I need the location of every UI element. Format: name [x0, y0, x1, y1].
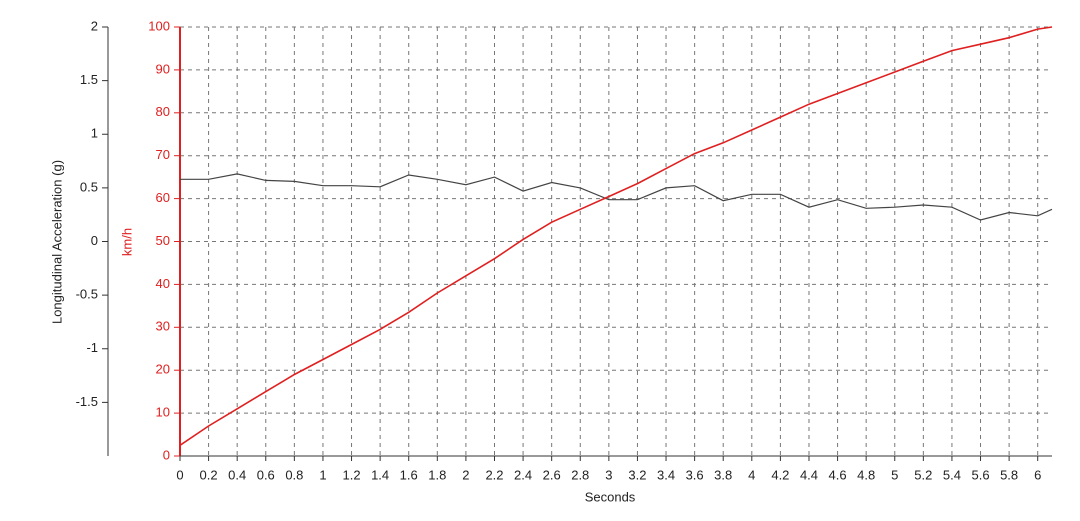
y2-tick-label: 30 [156, 319, 170, 334]
x-tick-label: 0.8 [285, 467, 303, 482]
x-tick-label: 3.8 [714, 467, 732, 482]
y2-tick-label: 90 [156, 61, 170, 76]
x-tick-label: 4 [748, 467, 755, 482]
x-tick-label: 3.2 [628, 467, 646, 482]
x-tick-label: 1.6 [400, 467, 418, 482]
x-tick-label: 2.6 [543, 467, 561, 482]
x-tick-label: 1.8 [428, 467, 446, 482]
x-tick-label: 4.6 [829, 467, 847, 482]
x-tick-label: 3 [605, 467, 612, 482]
y2-tick-label: 80 [156, 104, 170, 119]
y2-tick-label: 60 [156, 190, 170, 205]
x-tick-label: 0.4 [228, 467, 246, 482]
y2-tick-label: 70 [156, 147, 170, 162]
x-tick-label: 2.8 [571, 467, 589, 482]
y2-tick-label: 20 [156, 362, 170, 377]
x-tick-label: 3.4 [657, 467, 675, 482]
y2-tick-label: 50 [156, 233, 170, 248]
x-tick-label: 2 [462, 467, 469, 482]
x-tick-label: 4.8 [857, 467, 875, 482]
y-tick-label: 1 [91, 126, 98, 141]
x-tick-label: 5.4 [943, 467, 961, 482]
y2-tick-label: 10 [156, 405, 170, 420]
x-tick-label: 5 [891, 467, 898, 482]
x-tick-label: 6 [1034, 467, 1041, 482]
x-tick-label: 2.2 [485, 467, 503, 482]
x-tick-label: 5.6 [971, 467, 989, 482]
y-tick-label: 2 [91, 18, 98, 33]
x-tick-label: 4.4 [800, 467, 818, 482]
x-tick-label: 5.2 [914, 467, 932, 482]
x-tick-label: 1.4 [371, 467, 389, 482]
y-tick-label: -1.5 [76, 394, 98, 409]
x-tick-label: 5.8 [1000, 467, 1018, 482]
x-tick-label: 0 [176, 467, 183, 482]
y-tick-label: 0 [91, 233, 98, 248]
y-tick-label: 1.5 [80, 72, 98, 87]
series-line [180, 173, 1053, 221]
x-tick-label: 3.6 [686, 467, 704, 482]
x-axis-label: Seconds [585, 489, 636, 504]
y2-axis-label: km/h [119, 228, 134, 256]
x-tick-label: 0.2 [200, 467, 218, 482]
x-tick-label: 4.2 [771, 467, 789, 482]
y2-tick-label: 40 [156, 276, 170, 291]
x-tick-label: 0.6 [257, 467, 275, 482]
x-tick-label: 1 [319, 467, 326, 482]
y2-tick-label: 100 [148, 18, 170, 33]
y-tick-label: -0.5 [76, 287, 98, 302]
x-tick-label: 2.4 [514, 467, 532, 482]
x-tick-label: 1.2 [343, 467, 361, 482]
series-line [179, 26, 1053, 446]
y-tick-label: -1 [86, 340, 98, 355]
y2-tick-label: 0 [163, 447, 170, 462]
y-tick-label: 0.5 [80, 179, 98, 194]
y-axis-label: Longitudinal Acceleration (g) [49, 160, 64, 324]
